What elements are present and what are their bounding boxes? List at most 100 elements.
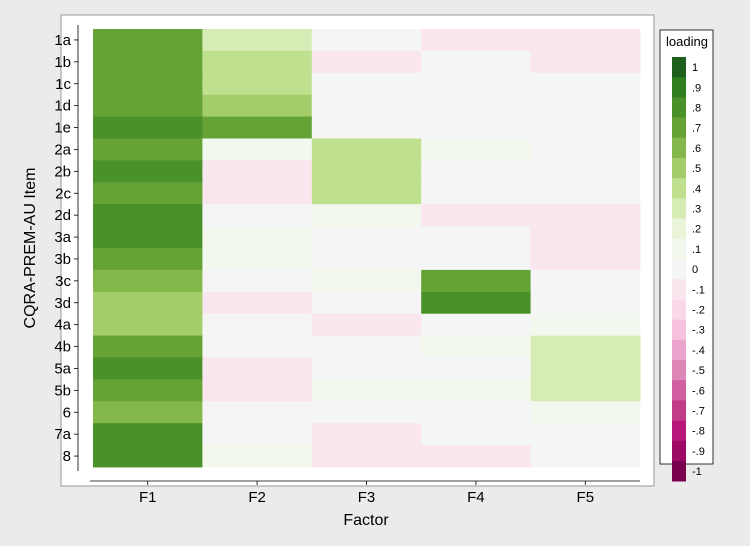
legend-swatch bbox=[672, 339, 686, 361]
legend-label: 1 bbox=[692, 62, 698, 74]
legend-swatch bbox=[672, 158, 686, 179]
legend-swatch bbox=[672, 137, 686, 159]
heatmap-cell-3d-F3 bbox=[311, 291, 422, 315]
legend-swatch bbox=[672, 259, 686, 280]
x-axis-title: Factor bbox=[343, 512, 389, 529]
y-tick-label: 5b bbox=[54, 382, 71, 399]
legend-label: -.4 bbox=[692, 345, 705, 357]
heatmap-cell-2b-F2 bbox=[202, 160, 313, 183]
legend-label: .3 bbox=[692, 204, 701, 216]
heatmap-cell-2d-F4 bbox=[421, 204, 531, 227]
legend-swatch bbox=[672, 238, 686, 260]
heatmap-cell-1c-F4 bbox=[421, 72, 531, 96]
legend-swatch bbox=[672, 198, 686, 219]
heatmap-cell-5b-F1 bbox=[93, 379, 203, 402]
legend-title: loading bbox=[666, 34, 708, 49]
heatmap-cell-3b-F5 bbox=[530, 248, 641, 271]
heatmap-cell-2a-F1 bbox=[93, 138, 203, 161]
y-tick-label: 3c bbox=[55, 273, 71, 290]
legend-swatch bbox=[672, 77, 686, 98]
y-tick-label: 5a bbox=[54, 360, 71, 377]
heatmap-cell-1e-F4 bbox=[421, 116, 531, 139]
y-tick-label: 2a bbox=[54, 141, 71, 158]
heatmap-cell-1d-F5 bbox=[530, 94, 641, 117]
x-tick-label: F1 bbox=[139, 489, 157, 506]
heatmap-cell-8-F2 bbox=[202, 445, 313, 468]
y-tick-label: 2b bbox=[54, 163, 71, 180]
heatmap-cell-5a-F1 bbox=[93, 357, 203, 380]
y-tick-label: 1a bbox=[54, 32, 71, 49]
heatmap-cell-6-F1 bbox=[93, 401, 203, 424]
heatmap-cell-7a-F2 bbox=[202, 423, 313, 446]
heatmap-cell-3b-F3 bbox=[311, 248, 422, 271]
heatmap-cell-4a-F2 bbox=[202, 313, 313, 336]
legend-box bbox=[659, 29, 714, 465]
legend-label: -1 bbox=[692, 466, 702, 478]
heatmap-cell-4b-F5 bbox=[530, 335, 641, 358]
heatmap-cell-1d-F3 bbox=[311, 94, 422, 117]
heatmap-cell-6-F3 bbox=[311, 401, 422, 424]
legend-label: .6 bbox=[692, 143, 701, 155]
legend-swatch bbox=[672, 117, 686, 139]
heatmap-cell-8-F3 bbox=[311, 445, 422, 468]
legend-label: -.3 bbox=[692, 325, 705, 337]
heatmap-cell-2d-F5 bbox=[530, 204, 641, 227]
heatmap-cell-7a-F5 bbox=[530, 423, 641, 446]
heatmap-cell-4b-F2 bbox=[202, 335, 313, 358]
y-tick-label: 7a bbox=[54, 426, 71, 443]
heatmap-cell-5b-F5 bbox=[530, 379, 641, 402]
heatmap-cell-5a-F5 bbox=[530, 357, 641, 380]
y-tick-label: 3d bbox=[54, 295, 71, 312]
heatmap-cell-4a-F3 bbox=[311, 313, 422, 336]
legend-swatch bbox=[672, 299, 686, 320]
legend-swatch bbox=[672, 279, 686, 300]
x-tick-label: F5 bbox=[577, 489, 595, 506]
heatmap-cell-1b-F4 bbox=[421, 50, 531, 74]
legend-label: .7 bbox=[692, 123, 701, 135]
heatmap-cell-3d-F1 bbox=[93, 291, 203, 315]
heatmap-cells bbox=[93, 29, 641, 468]
heatmap-cell-1d-F2 bbox=[202, 94, 313, 117]
heatmap-cell-1a-F4 bbox=[421, 29, 531, 52]
heatmap-cell-1e-F1 bbox=[93, 116, 203, 139]
heatmap-cell-1a-F2 bbox=[202, 29, 313, 52]
heatmap-cell-3a-F5 bbox=[530, 226, 641, 249]
legend-swatch bbox=[672, 420, 686, 442]
legend-label: -.2 bbox=[692, 305, 705, 317]
heatmap-cell-6-F5 bbox=[530, 401, 641, 424]
legend-label: 0 bbox=[692, 264, 698, 276]
legend-swatch bbox=[672, 178, 686, 199]
heatmap-cell-8-F5 bbox=[530, 445, 641, 468]
legend-label: -.5 bbox=[692, 365, 705, 377]
y-tick-label: 1e bbox=[54, 120, 71, 137]
y-axis-ticks: 1a 1b 1c 1d 1e 2a 2b 2c 2d 3a 3b 3c 3d 4a 4b 5a 5b 6 7a 8 bbox=[54, 32, 78, 465]
legend-label: .2 bbox=[692, 224, 701, 236]
heatmap-cell-1c-F3 bbox=[311, 72, 422, 96]
heatmap-cell-3c-F4 bbox=[421, 269, 531, 293]
heatmap-cell-3c-F2 bbox=[202, 269, 313, 293]
heatmap-cell-5b-F3 bbox=[311, 379, 422, 402]
heatmap-cell-2b-F5 bbox=[530, 160, 641, 183]
y-tick-label: 4a bbox=[54, 317, 71, 334]
heatmap-cell-3b-F1 bbox=[93, 248, 203, 271]
heatmap-cell-3d-F5 bbox=[530, 291, 641, 315]
legend-swatch bbox=[672, 440, 686, 462]
legend-label: -.9 bbox=[692, 446, 705, 458]
legend-swatch bbox=[672, 400, 686, 421]
heatmap-cell-8-F4 bbox=[421, 445, 531, 468]
heatmap-cell-5a-F3 bbox=[311, 357, 422, 380]
heatmap-cell-3d-F4 bbox=[421, 291, 531, 315]
legend-label: -.1 bbox=[692, 284, 705, 296]
heatmap-cell-1c-F2 bbox=[202, 72, 313, 96]
heatmap-cell-5b-F2 bbox=[202, 379, 313, 402]
heatmap-cell-2d-F1 bbox=[93, 204, 203, 227]
heatmap-cell-4a-F5 bbox=[530, 313, 641, 336]
heatmap-cell-3c-F3 bbox=[311, 269, 422, 293]
heatmap-cell-1b-F1 bbox=[93, 50, 203, 74]
heatmap-cell-2c-F1 bbox=[93, 182, 203, 205]
heatmap-cell-1a-F1 bbox=[93, 29, 203, 52]
legend-swatch bbox=[672, 218, 686, 240]
heatmap-cell-1b-F2 bbox=[202, 50, 313, 74]
heatmap-cell-6-F2 bbox=[202, 401, 313, 424]
heatmap-cell-1b-F3 bbox=[311, 50, 422, 74]
